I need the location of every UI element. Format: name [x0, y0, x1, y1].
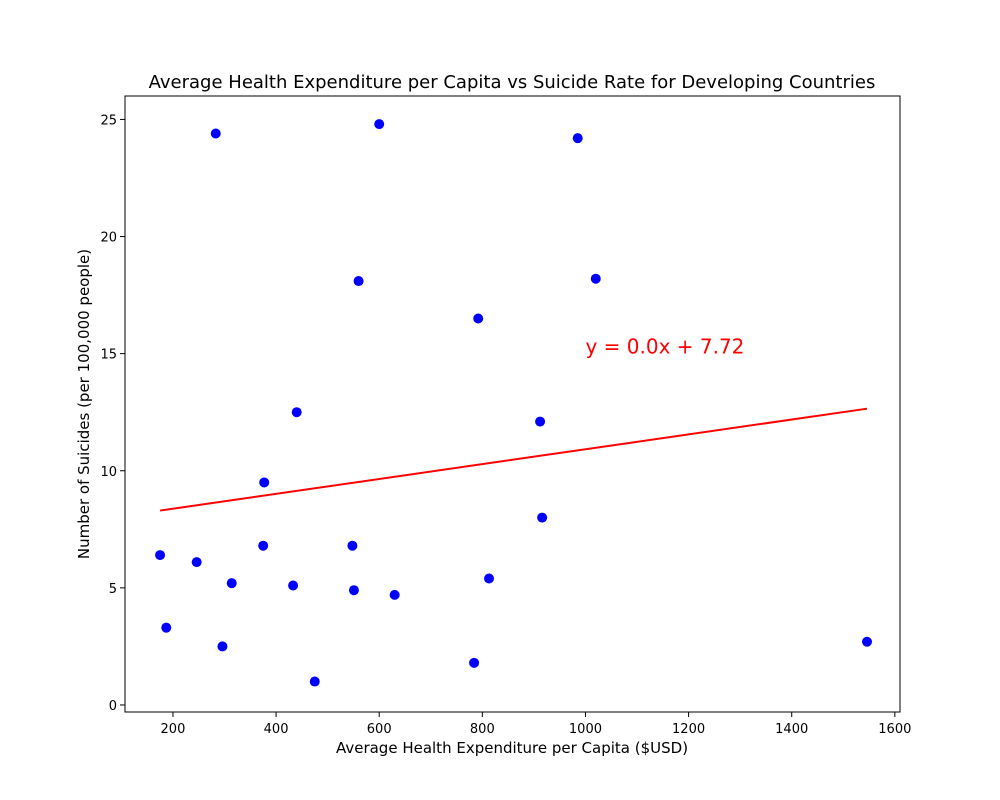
data-point — [259, 477, 270, 488]
regression-equation: y = 0.0x + 7.72 — [585, 335, 744, 359]
data-point — [347, 540, 358, 551]
x-tick-label: 600 — [367, 722, 392, 737]
chart-title: Average Health Expenditure per Capita vs… — [149, 72, 876, 93]
y-tick-label: 20 — [100, 231, 117, 246]
data-point — [291, 407, 302, 418]
regression-layer — [159, 407, 868, 512]
y-tick-label: 10 — [100, 465, 117, 480]
x-tick-label: 1000 — [569, 722, 602, 737]
x-axis-label: Average Health Expenditure per Capita ($… — [336, 739, 688, 757]
data-point — [258, 540, 269, 551]
data-point — [155, 550, 166, 561]
data-point — [353, 276, 364, 287]
data-point — [217, 641, 228, 652]
y-axis: 0 5 10 15 20 25 — [100, 113, 125, 714]
x-tick-label: 800 — [470, 722, 495, 737]
data-point — [309, 676, 320, 687]
y-tick-label: 25 — [100, 113, 117, 128]
x-tick-label: 1400 — [775, 722, 808, 737]
data-point — [590, 273, 601, 284]
data-point — [348, 585, 359, 596]
data-point — [389, 589, 400, 600]
data-point — [484, 573, 495, 584]
data-point — [473, 313, 484, 324]
data-point — [537, 512, 548, 523]
data-point — [191, 557, 202, 568]
data-point — [374, 119, 385, 130]
data-point — [469, 657, 480, 668]
data-point — [572, 133, 583, 144]
x-tick-label: 400 — [264, 722, 289, 737]
plot-frame — [124, 95, 901, 713]
points-layer — [155, 119, 872, 687]
x-axis: 200 400 600 800 1000 1200 1400 1600 — [161, 712, 911, 737]
y-tick-label: 15 — [100, 348, 117, 363]
y-axis-label: Number of Suicides (per 100,000 people) — [75, 249, 93, 559]
data-point — [161, 622, 172, 633]
data-point — [226, 578, 237, 589]
data-point — [861, 636, 872, 647]
data-point — [210, 128, 221, 139]
regression-line — [159, 407, 868, 512]
y-tick-label: 0 — [109, 699, 117, 714]
x-tick-label: 1200 — [672, 722, 705, 737]
data-point — [535, 416, 546, 427]
x-tick-label: 200 — [161, 722, 186, 737]
y-tick-label: 5 — [109, 582, 117, 597]
data-point — [288, 580, 299, 591]
x-tick-label: 1600 — [878, 722, 911, 737]
